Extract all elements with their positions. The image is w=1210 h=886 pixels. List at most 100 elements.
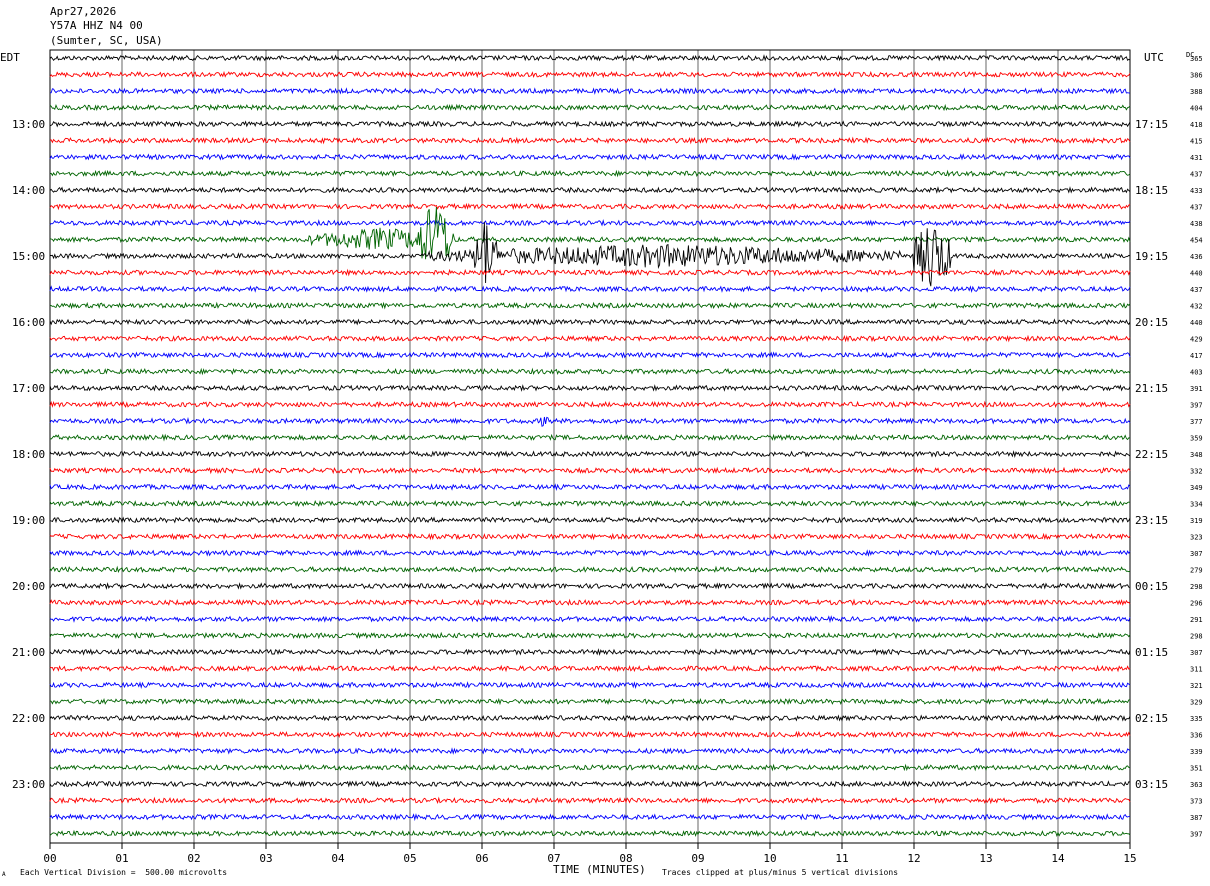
trace-line <box>49 169 1131 178</box>
time-label-right: 01:15 <box>1135 646 1168 659</box>
dc-offset-label: 365 <box>1190 55 1203 63</box>
x-tick-label: 00 <box>43 852 56 865</box>
trace-line <box>49 697 1131 706</box>
trace-line <box>49 153 1131 161</box>
dc-offset-label: 373 <box>1190 798 1203 806</box>
x-tick-label: 08 <box>619 852 632 865</box>
dc-offset-label: 438 <box>1190 220 1203 228</box>
x-axis-title: TIME (MINUTES) <box>553 863 646 876</box>
dc-offset-label: 437 <box>1190 286 1203 294</box>
time-label-left: 17:00 <box>12 382 45 395</box>
dc-offset-label: 388 <box>1190 88 1203 96</box>
dc-offset-label: 332 <box>1190 468 1203 476</box>
dc-offset-label: 397 <box>1190 402 1203 410</box>
trace-line <box>49 615 1131 624</box>
trace-line <box>49 813 1131 822</box>
trace-line <box>49 285 1131 294</box>
dc-label: DC <box>1186 51 1194 59</box>
trace-line <box>49 218 1131 227</box>
dc-offset-label: 397 <box>1190 831 1203 839</box>
x-tick-label: 04 <box>331 852 345 865</box>
x-tick-label: 09 <box>691 852 704 865</box>
dc-offset-label: 351 <box>1190 765 1203 773</box>
dc-offset-label: 335 <box>1190 715 1203 723</box>
dc-offset-label: 432 <box>1190 303 1203 311</box>
y-label-right: UTC <box>1144 51 1164 64</box>
x-tick-label: 03 <box>259 852 272 865</box>
dc-offset-label: 329 <box>1190 699 1203 707</box>
dc-offset-label: 387 <box>1190 814 1203 822</box>
dc-offset-label: 417 <box>1190 352 1203 360</box>
dc-offset-label: 348 <box>1190 451 1203 459</box>
trace-line <box>49 483 1131 492</box>
trace-line <box>49 103 1131 112</box>
trace-line <box>49 136 1131 145</box>
dc-offset-label: 349 <box>1190 484 1203 492</box>
trace-line <box>49 206 1131 260</box>
dc-offset-label: 359 <box>1190 435 1203 443</box>
time-label-right: 21:15 <box>1135 382 1168 395</box>
x-tick-label: 13 <box>979 852 992 865</box>
dc-offset-label: 279 <box>1190 567 1203 575</box>
time-label-right: 02:15 <box>1135 712 1168 725</box>
time-label-right: 19:15 <box>1135 250 1168 263</box>
trace-line <box>49 351 1131 359</box>
trace-line <box>49 466 1131 475</box>
trace-line <box>49 400 1131 409</box>
time-label-right: 18:15 <box>1135 184 1168 197</box>
trace-line <box>49 829 1131 838</box>
dc-offset-label: 321 <box>1190 682 1203 690</box>
trace-line <box>49 318 1131 326</box>
trace-line <box>49 631 1131 640</box>
dc-offset-label: 404 <box>1190 105 1203 113</box>
dc-offset-label: 437 <box>1190 204 1203 212</box>
station-code: Y57A HHZ N4 00 <box>50 19 143 32</box>
dc-offset-label: 311 <box>1190 666 1203 674</box>
dc-offset-label: 418 <box>1190 121 1203 129</box>
y-label-left: EDT <box>0 51 20 64</box>
trace-line <box>49 598 1131 607</box>
dc-offset-label: 440 <box>1190 319 1203 327</box>
time-label-left: 22:00 <box>12 712 45 725</box>
time-label-right: 20:15 <box>1135 316 1168 329</box>
dc-offset-label: 386 <box>1190 72 1203 80</box>
station-location: (Sumter, SC, USA) <box>50 34 163 47</box>
trace-line <box>49 532 1131 541</box>
time-label-left: 14:00 <box>12 184 45 197</box>
dc-offset-label: 334 <box>1190 501 1203 509</box>
x-tick-label: 01 <box>115 852 128 865</box>
trace-line <box>49 70 1131 79</box>
plot-frame <box>49 49 1131 844</box>
trace-line <box>49 222 1131 287</box>
trace-line <box>49 582 1131 590</box>
trace-line <box>49 565 1131 574</box>
dc-offset-label: 454 <box>1190 237 1203 245</box>
trace-line <box>49 780 1131 788</box>
scale-note: Each Vertical Division = 500.00 microvol… <box>20 868 228 877</box>
trace-line <box>49 499 1131 508</box>
trace-line <box>49 796 1131 805</box>
dc-offset-label: 415 <box>1190 138 1203 146</box>
x-tick-label: 10 <box>763 852 776 865</box>
time-label-left: 15:00 <box>12 250 45 263</box>
trace-line <box>49 186 1131 194</box>
time-label-left: 16:00 <box>12 316 45 329</box>
time-label-right: 03:15 <box>1135 778 1168 791</box>
time-label-right: 22:15 <box>1135 448 1168 461</box>
dc-offset-label: 363 <box>1190 781 1203 789</box>
time-label-right: 23:15 <box>1135 514 1168 527</box>
dc-offset-label: 339 <box>1190 748 1203 756</box>
trace-line <box>49 87 1131 95</box>
dc-offset-label: 403 <box>1190 369 1203 377</box>
x-tick-label: 15 <box>1123 852 1136 865</box>
dc-offset-label: 433 <box>1190 187 1203 195</box>
trace-line <box>49 416 1131 427</box>
dc-offset-label: 319 <box>1190 517 1203 525</box>
dc-offset-label: 291 <box>1190 616 1203 624</box>
trace-line <box>49 730 1131 739</box>
trace-line <box>49 714 1131 722</box>
trace-line <box>49 120 1131 128</box>
trace-line <box>49 516 1131 524</box>
trace-line <box>49 747 1131 755</box>
